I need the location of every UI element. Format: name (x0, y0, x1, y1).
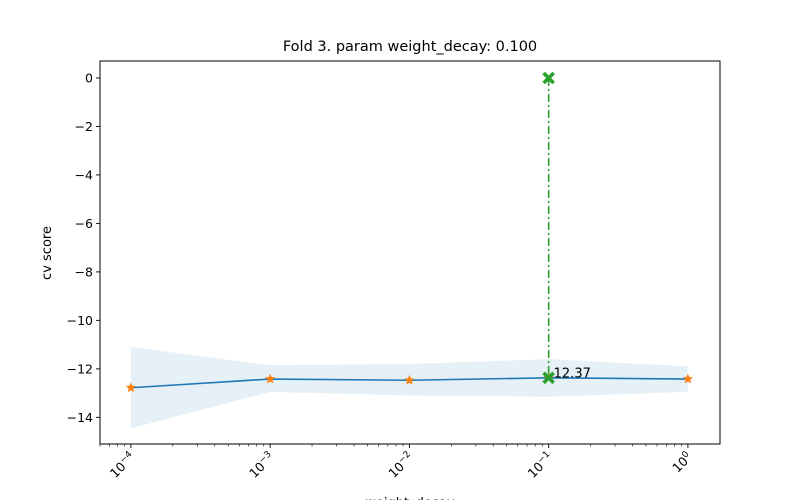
score-marker (404, 374, 415, 385)
best-x-marker (542, 371, 555, 385)
best-score-annotation: 12.37 (554, 366, 591, 381)
score-marker (265, 373, 276, 384)
y-tick-label: −10 (67, 313, 93, 328)
best-param-markers (542, 71, 555, 385)
y-axis-label: cv score (40, 226, 55, 280)
y-tick-label: −2 (75, 119, 93, 134)
y-tick-label: −8 (75, 264, 93, 279)
score-marker (125, 382, 137, 393)
y-axis: 0 −2 −4 −6 −8 −10 −12 −14 (67, 70, 100, 425)
y-tick-label: 0 (85, 70, 93, 85)
y-tick-label: −6 (75, 216, 93, 231)
plot-area: 12.37 (125, 71, 694, 429)
y-tick-label: −14 (67, 410, 93, 425)
plot-frame (99, 60, 721, 445)
x-axis-label: weight_decay (365, 496, 455, 500)
score-marker (682, 373, 694, 384)
y-tick-label: −4 (75, 167, 93, 182)
chart-title: Fold 3. param weight_decay: 0.100 (283, 39, 537, 55)
best-x-marker (542, 71, 555, 85)
y-tick-label: −12 (67, 361, 93, 376)
